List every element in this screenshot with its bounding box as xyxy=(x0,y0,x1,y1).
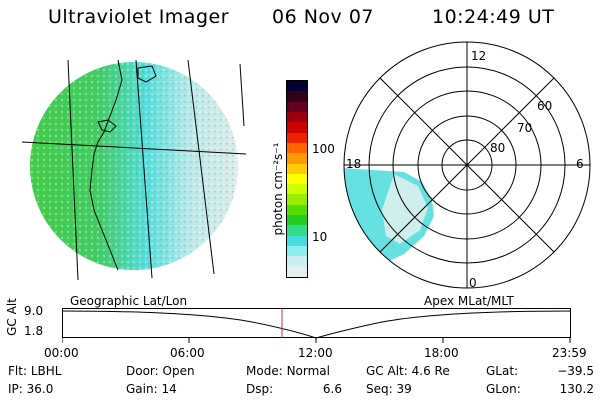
colorbar-swatch xyxy=(287,91,307,102)
altitude-curve xyxy=(62,310,572,339)
colorbar-unit-label: photon cm⁻²s⁻¹ xyxy=(271,142,285,236)
mlat-label-60: 60 xyxy=(537,99,552,113)
colorbar-swatch xyxy=(287,246,307,257)
time-label: 10:24:49 UT xyxy=(432,6,555,28)
altitude-ytick-low: 1.8 xyxy=(24,324,44,338)
colorbar-swatch xyxy=(287,101,307,112)
altitude-xtick-1200: 12:00 xyxy=(298,346,333,360)
colorbar-swatch xyxy=(287,173,307,185)
status-filter: Flt: LBHL xyxy=(8,364,62,378)
status-mode: Mode: Normal xyxy=(246,364,330,378)
date-label: 06 Nov 07 xyxy=(272,6,375,28)
colorbar-swatch xyxy=(287,256,307,267)
colorbar-tick-10: 10 xyxy=(312,230,328,244)
mlt-meridian-diag xyxy=(379,77,555,253)
colorbar-swatch xyxy=(287,225,307,236)
altitude-xtick-0600: 06:00 xyxy=(170,346,205,360)
colorbar-tick-100: 100 xyxy=(312,142,335,156)
status-ip: IP: 36.0 xyxy=(8,382,54,396)
mlt-label-0: 0 xyxy=(469,276,477,290)
mlt-label-18: 18 xyxy=(346,157,361,171)
status-gc-alt: GC Alt: 4.6 Re xyxy=(366,364,450,378)
status-glat: GLat: −39.5 xyxy=(486,364,594,378)
colorbar-swatch xyxy=(287,132,307,143)
altitude-plot xyxy=(62,308,572,343)
island-outline xyxy=(97,119,117,133)
colorbar xyxy=(286,80,308,278)
colorbar-swatch xyxy=(287,142,307,154)
colorbar-swatch xyxy=(287,194,307,205)
colorbar-swatch xyxy=(287,153,307,164)
altitude-ylabel: GC Alt xyxy=(5,298,19,336)
colorbar-swatch xyxy=(287,122,307,133)
mlt-label-12: 12 xyxy=(471,49,486,63)
colorbar-swatch xyxy=(287,184,307,195)
status-dsp: Dsp: 6.6 xyxy=(246,382,342,396)
longitude-line xyxy=(187,59,215,275)
longitude-line xyxy=(239,63,245,127)
status-gain: Gain: 14 xyxy=(126,382,177,396)
app-title: Ultraviolet Imager xyxy=(48,6,230,28)
polar-plot: 12 18 6 0 60 70 80 xyxy=(343,41,591,290)
altitude-xtick-2359: 23:59 xyxy=(552,346,587,360)
altitude-xtick-0000: 00:00 xyxy=(44,346,79,360)
colorbar-swatch xyxy=(287,204,307,216)
mlat-label-80: 80 xyxy=(490,141,505,155)
mlat-label-70: 70 xyxy=(517,121,532,135)
colorbar-swatch xyxy=(287,163,307,174)
colorbar-swatch xyxy=(287,81,307,92)
island-outline xyxy=(137,65,157,83)
mlt-label-6: 6 xyxy=(576,157,584,171)
colorbar-swatch xyxy=(287,215,307,226)
coastline-path xyxy=(89,59,123,271)
status-glon: GLon: 130.2 xyxy=(486,382,594,396)
status-seq: Seq: 39 xyxy=(366,382,412,396)
geographic-image xyxy=(21,59,247,281)
altitude-xtick-1800: 18:00 xyxy=(424,346,459,360)
altitude-ytick-high: 9.0 xyxy=(24,304,44,318)
colorbar-swatch xyxy=(287,111,307,123)
colorbar-swatch xyxy=(287,235,307,246)
altitude-plot-frame xyxy=(62,308,571,338)
status-door: Door: Open xyxy=(126,364,195,378)
longitude-line xyxy=(135,59,153,279)
latitude-line xyxy=(21,141,247,155)
right-panel-label: Apex MLat/MLT xyxy=(424,294,514,308)
left-panel-label: Geographic Lat/Lon xyxy=(70,294,188,308)
colorbar-swatch xyxy=(287,266,307,277)
longitude-line xyxy=(67,59,79,281)
